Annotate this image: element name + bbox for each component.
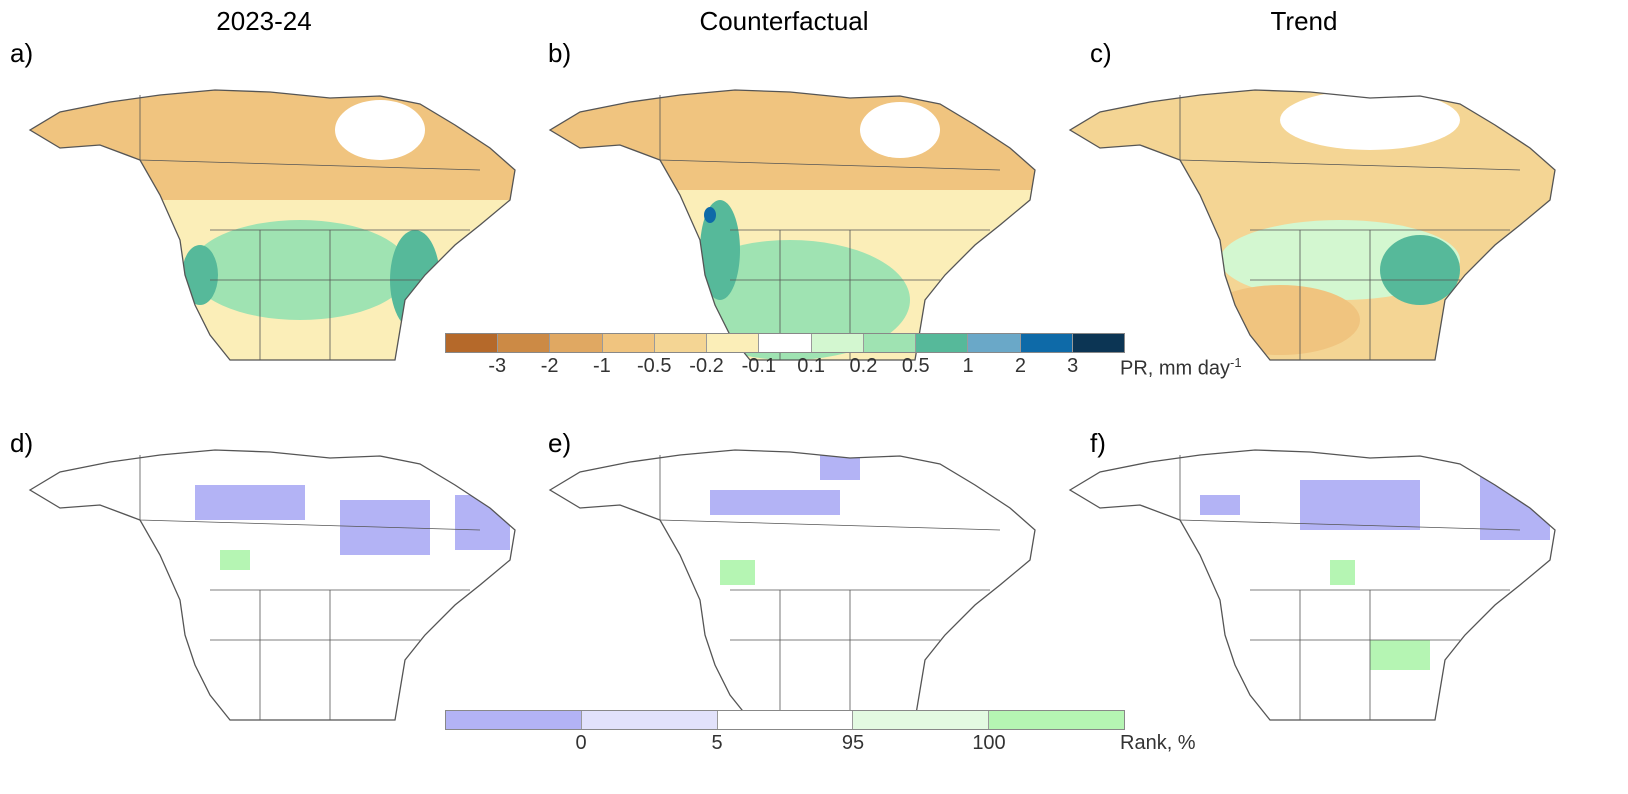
coastline-outline bbox=[548, 449, 1036, 721]
precip-tick-label: -0.1 bbox=[741, 355, 777, 377]
very-wet-region bbox=[1380, 235, 1460, 305]
rank-swatch bbox=[853, 711, 990, 729]
map-panel-c bbox=[1068, 89, 1556, 361]
precip-tick-label: -0.5 bbox=[636, 355, 672, 377]
map-panel-e bbox=[548, 449, 1036, 721]
precip-colorbar bbox=[445, 333, 1125, 353]
precip-swatch bbox=[654, 334, 708, 352]
low-rank-patch bbox=[1200, 495, 1240, 515]
panel-label-e: e) bbox=[548, 428, 572, 458]
rank-swatch bbox=[989, 711, 1124, 729]
rank-tick-label: 100 bbox=[972, 732, 1006, 754]
precip-unit-label: PR, mm day-1 bbox=[1120, 355, 1242, 380]
precip-swatch bbox=[446, 334, 499, 352]
high-rank-patch bbox=[1330, 560, 1355, 585]
low-rank-patch bbox=[710, 490, 840, 515]
low-rank-patch bbox=[1300, 480, 1420, 530]
panel-label-c: c) bbox=[1090, 38, 1112, 68]
rank-swatch bbox=[581, 711, 718, 729]
map-panel-b bbox=[548, 89, 1036, 361]
panel-label-d: d) bbox=[10, 428, 34, 458]
neutral-region bbox=[860, 102, 940, 158]
precip-swatch bbox=[707, 334, 760, 352]
border-lines bbox=[659, 95, 1001, 360]
precip-swatch bbox=[916, 334, 969, 352]
precip-swatch bbox=[968, 334, 1021, 352]
panel-label-f: f) bbox=[1090, 428, 1106, 458]
rank-colorbar bbox=[445, 710, 1125, 730]
low-rank-patch bbox=[195, 485, 305, 520]
rank-swatch bbox=[446, 711, 582, 729]
panel-label-a: a) bbox=[10, 38, 34, 68]
precip-tick-label: 1 bbox=[962, 355, 974, 377]
precip-swatch bbox=[863, 334, 917, 352]
map-panel-a bbox=[28, 89, 516, 361]
precip-swatch bbox=[550, 334, 603, 352]
dry-region bbox=[1200, 285, 1360, 355]
wet-region bbox=[190, 220, 410, 320]
very-wet-region bbox=[182, 245, 218, 305]
column-title-trend: Trend bbox=[1270, 6, 1338, 36]
precip-tick-label: 0.2 bbox=[849, 355, 878, 377]
panel-label-b: b) bbox=[548, 38, 572, 68]
rank-tick-label: 5 bbox=[711, 732, 723, 754]
rank-tick-label: 95 bbox=[841, 732, 865, 754]
map-panel-f bbox=[1068, 449, 1556, 721]
precip-tick-label: -1 bbox=[593, 355, 611, 377]
border-lines bbox=[139, 455, 481, 720]
precip-swatch bbox=[1072, 334, 1125, 352]
column-title-2023-24: 2023-24 bbox=[216, 6, 312, 36]
coastline-outline bbox=[28, 449, 516, 721]
precip-tick-label: -0.2 bbox=[689, 355, 724, 377]
precip-swatch bbox=[498, 334, 551, 352]
precip-swatch bbox=[1020, 334, 1073, 352]
max-wet-spot bbox=[704, 207, 716, 223]
border-lines bbox=[659, 455, 1001, 720]
border-lines bbox=[139, 95, 481, 360]
border-lines bbox=[1179, 95, 1521, 360]
precip-tick-label: 2 bbox=[1014, 355, 1026, 377]
map-panel-d bbox=[28, 449, 516, 721]
dry-region bbox=[30, 90, 515, 200]
high-rank-patch bbox=[720, 560, 755, 585]
column-title-counterfactual: Counterfactual bbox=[699, 6, 869, 36]
precip-swatch bbox=[811, 334, 864, 352]
precip-tick-label: 0.5 bbox=[901, 355, 930, 377]
border-lines bbox=[1179, 455, 1521, 720]
low-rank-patch bbox=[820, 455, 860, 480]
low-rank-patch bbox=[1480, 460, 1550, 540]
coastline-outline bbox=[1068, 89, 1556, 361]
rank-swatch bbox=[717, 711, 854, 729]
dry-region bbox=[550, 90, 1035, 190]
very-wet-region bbox=[700, 200, 740, 300]
precip-tick-label: -3 bbox=[488, 355, 507, 377]
precip-tick-label: -2 bbox=[540, 355, 559, 377]
high-rank-patch bbox=[220, 550, 250, 570]
coastline-outline bbox=[548, 89, 1036, 361]
precip-swatch bbox=[602, 334, 655, 352]
neutral-region bbox=[1280, 90, 1460, 150]
rank-tick-label: 0 bbox=[575, 732, 587, 754]
rank-unit-label: Rank, % bbox=[1120, 732, 1196, 754]
precip-swatch bbox=[759, 334, 812, 352]
high-rank-patch bbox=[1370, 640, 1430, 670]
precip-tick-label: 0.1 bbox=[797, 355, 826, 377]
coastline-outline bbox=[1068, 449, 1556, 721]
precip-tick-label: 3 bbox=[1067, 355, 1079, 377]
coastline-outline bbox=[28, 89, 516, 361]
neutral-region bbox=[335, 100, 425, 160]
